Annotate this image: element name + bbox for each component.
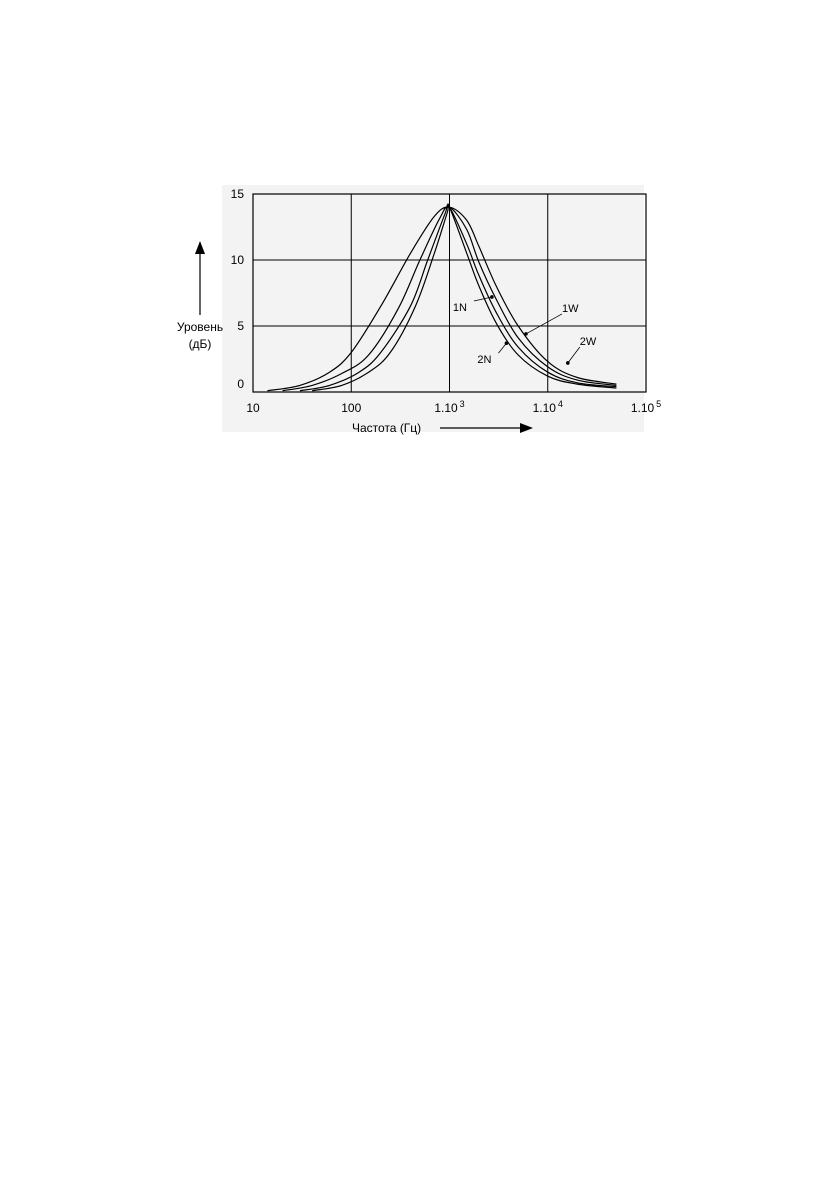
y-axis-label-line2: (дБ) xyxy=(189,337,212,351)
y-tick-labels: 15 10 5 0 xyxy=(231,187,245,391)
y-tick-label-2: 5 xyxy=(237,319,244,333)
curve-label-2W: 2W xyxy=(580,336,597,348)
y-tick-label-0: 15 xyxy=(231,187,245,201)
curve-label-1N: 1N xyxy=(453,302,467,314)
curve-label-2N: 2N xyxy=(477,354,491,366)
x-tick-label-0: 10 xyxy=(246,401,260,415)
x-tick-label-2: 1.10 3 xyxy=(434,399,464,415)
curve-label-leader-2W xyxy=(567,346,581,364)
y-tick-label-3: 0 xyxy=(237,377,244,391)
curve-label-leader-2N xyxy=(498,342,507,354)
response-curves xyxy=(267,203,617,392)
y-axis-arrow-head xyxy=(195,241,205,254)
x-axis-label-group: Частота (Гц) xyxy=(352,421,533,435)
grid-lines xyxy=(252,193,647,393)
curve-labels: 1N 2N 1W 2W xyxy=(453,295,597,366)
x-axis-arrow-head xyxy=(520,423,533,433)
curve-label-1W: 1W xyxy=(562,303,579,315)
x-tick-labels: 10 100 1.10 3 1.10 4 1.10 5 xyxy=(246,399,661,415)
x-tick-label-1: 100 xyxy=(341,401,361,415)
curve-label-leader-1N xyxy=(473,296,492,302)
y-tick-label-1: 10 xyxy=(231,253,245,267)
curve-label-dot-1W xyxy=(524,332,528,336)
curve-2N xyxy=(312,203,617,392)
x-axis-label: Частота (Гц) xyxy=(352,421,421,435)
curve-label-leader-1W xyxy=(525,313,563,335)
x-tick-label-4: 1.10 5 xyxy=(631,399,661,415)
x-tick-label-3: 1.10 4 xyxy=(533,399,563,415)
y-axis-label-line1: Уровень xyxy=(177,320,223,334)
curve-label-dot-1N xyxy=(490,295,494,299)
chart-background xyxy=(222,185,644,432)
y-axis-label-group: Уровень (дБ) xyxy=(177,241,223,351)
